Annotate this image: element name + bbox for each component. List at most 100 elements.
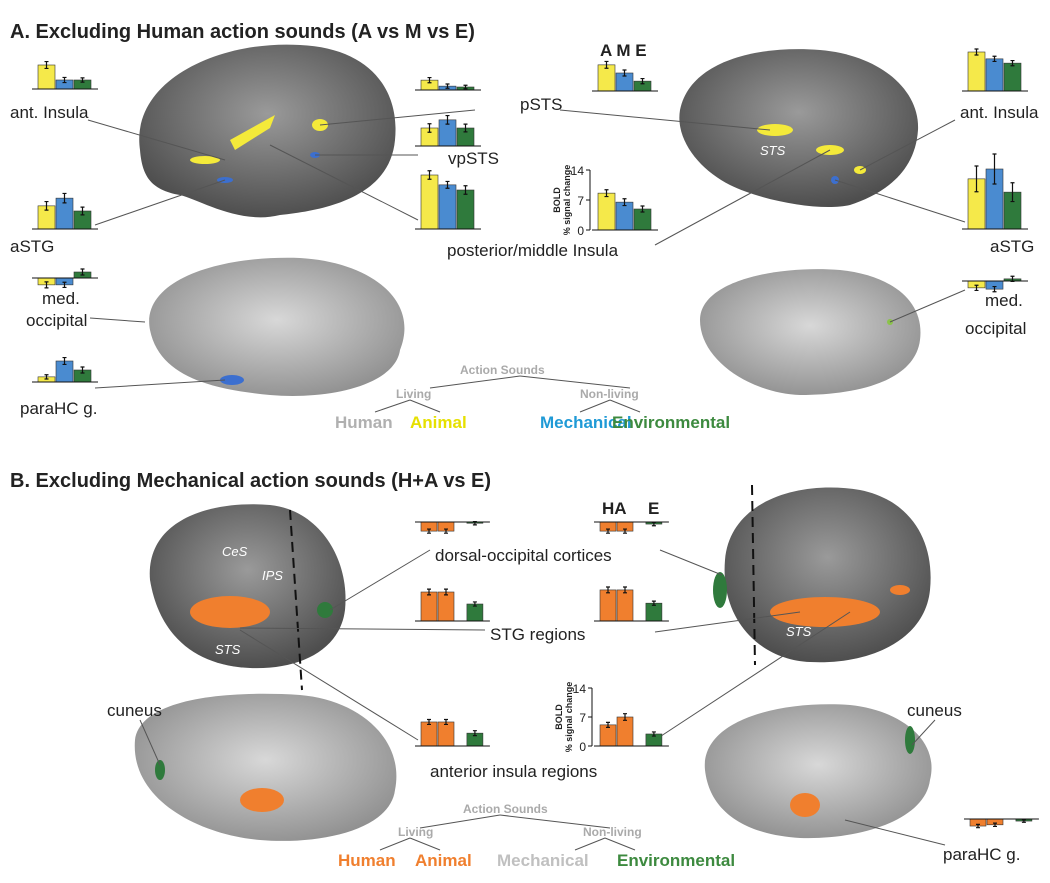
error-bar xyxy=(445,83,450,89)
bar xyxy=(438,184,457,230)
bar xyxy=(616,716,634,747)
error-bar xyxy=(974,48,979,56)
error-bar xyxy=(427,170,432,180)
error-bar xyxy=(1010,59,1015,67)
error-bar xyxy=(976,823,980,829)
brain-images-a xyxy=(139,44,921,396)
bar xyxy=(456,189,475,230)
error-bar xyxy=(44,60,49,70)
error-bar xyxy=(44,200,49,211)
error-bar xyxy=(44,281,49,289)
brain-label: CeS xyxy=(222,544,248,559)
error-bar xyxy=(974,284,979,292)
legend-item: Human xyxy=(335,413,393,432)
region-label: cuneus xyxy=(907,701,962,720)
legend-group: Non-living xyxy=(580,387,639,401)
region-label: STG regions xyxy=(490,625,585,644)
region-label: anterior insula regions xyxy=(430,762,597,781)
y-axis-label: BOLD xyxy=(554,704,564,730)
condition-header: HA xyxy=(602,499,627,518)
bar xyxy=(645,602,663,622)
error-bar xyxy=(62,76,67,84)
legend-tree-b xyxy=(379,814,636,851)
panel-title: B. Excluding Mechanical action sounds (H… xyxy=(10,470,491,492)
error-bar xyxy=(463,185,468,195)
error-bar xyxy=(1021,819,1026,823)
error-bar xyxy=(427,76,432,84)
legend-item: Environmental xyxy=(612,413,730,432)
error-bar xyxy=(640,205,645,213)
legend-group: Living xyxy=(398,825,433,839)
error-bar xyxy=(427,718,431,726)
bar xyxy=(420,721,438,747)
error-bar xyxy=(992,153,997,185)
region-label: ant. Insula xyxy=(960,103,1039,122)
error-bar xyxy=(622,69,627,77)
legend-root: Action Sounds xyxy=(463,802,548,816)
brain-label: STS xyxy=(786,624,812,639)
y-tick-label: 0 xyxy=(579,740,586,754)
y-axis-label: % signal change xyxy=(562,165,572,236)
condition-header: E xyxy=(648,499,659,518)
error-bar xyxy=(622,198,627,207)
error-bar xyxy=(427,123,432,133)
brain-label: IPS xyxy=(262,568,283,583)
bar xyxy=(599,724,617,747)
legend-item: Mechanical xyxy=(540,413,632,432)
error-bar xyxy=(62,192,67,204)
error-bar xyxy=(623,528,627,534)
condition-header: A M E xyxy=(600,41,647,60)
region-label: med. xyxy=(985,291,1023,310)
region-label: aSTG xyxy=(10,237,54,256)
region-label: paraHC g. xyxy=(20,399,97,418)
error-bar xyxy=(44,374,49,380)
region-label: pSTS xyxy=(520,95,563,114)
leader-lines-b xyxy=(139,549,946,846)
legend-item: Mechanical xyxy=(497,851,589,870)
legend-item: Environmental xyxy=(617,851,735,870)
error-bar xyxy=(80,206,85,216)
error-bar xyxy=(463,123,468,133)
error-bar xyxy=(604,60,609,69)
error-bar xyxy=(1010,182,1015,203)
region-label: ant. Insula xyxy=(10,103,89,122)
error-bar xyxy=(80,77,85,83)
error-bar xyxy=(80,268,85,276)
y-tick-label: 0 xyxy=(577,224,584,238)
error-bar xyxy=(651,731,656,737)
error-bar xyxy=(606,721,610,728)
y-axis-label: % signal change xyxy=(564,682,574,753)
error-bar xyxy=(640,77,645,85)
region-label: dorsal-occipital cortices xyxy=(435,546,612,565)
y-tick-label: 7 xyxy=(577,194,584,208)
legend-root: Action Sounds xyxy=(460,363,545,377)
error-bar xyxy=(651,600,656,606)
brain-images-b xyxy=(134,484,932,841)
error-bar xyxy=(62,356,67,366)
y-tick-label: 7 xyxy=(579,711,586,725)
error-bar xyxy=(992,55,997,63)
bar xyxy=(437,721,455,747)
y-axis-label: BOLD xyxy=(552,187,562,213)
bar xyxy=(599,589,617,622)
error-bar xyxy=(444,588,448,596)
y-tick-label: 14 xyxy=(573,682,587,696)
region-label: med. xyxy=(42,289,80,308)
error-bar xyxy=(472,601,477,607)
error-bar xyxy=(444,528,448,534)
error-bar xyxy=(604,189,609,198)
bar xyxy=(616,589,634,622)
leader-lines-a xyxy=(87,109,966,389)
bar xyxy=(985,58,1004,92)
error-bar xyxy=(444,718,448,726)
region-label: posterior/middle Insula xyxy=(447,241,619,260)
error-bar xyxy=(623,586,627,594)
error-bar xyxy=(992,285,997,293)
error-bar xyxy=(427,528,431,534)
region-label: vpSTS xyxy=(448,149,499,168)
error-bar xyxy=(62,281,67,289)
y-tick-label: 14 xyxy=(571,164,585,178)
error-bar xyxy=(993,822,997,828)
error-bar xyxy=(623,713,627,721)
legend-item: Human xyxy=(338,851,396,870)
